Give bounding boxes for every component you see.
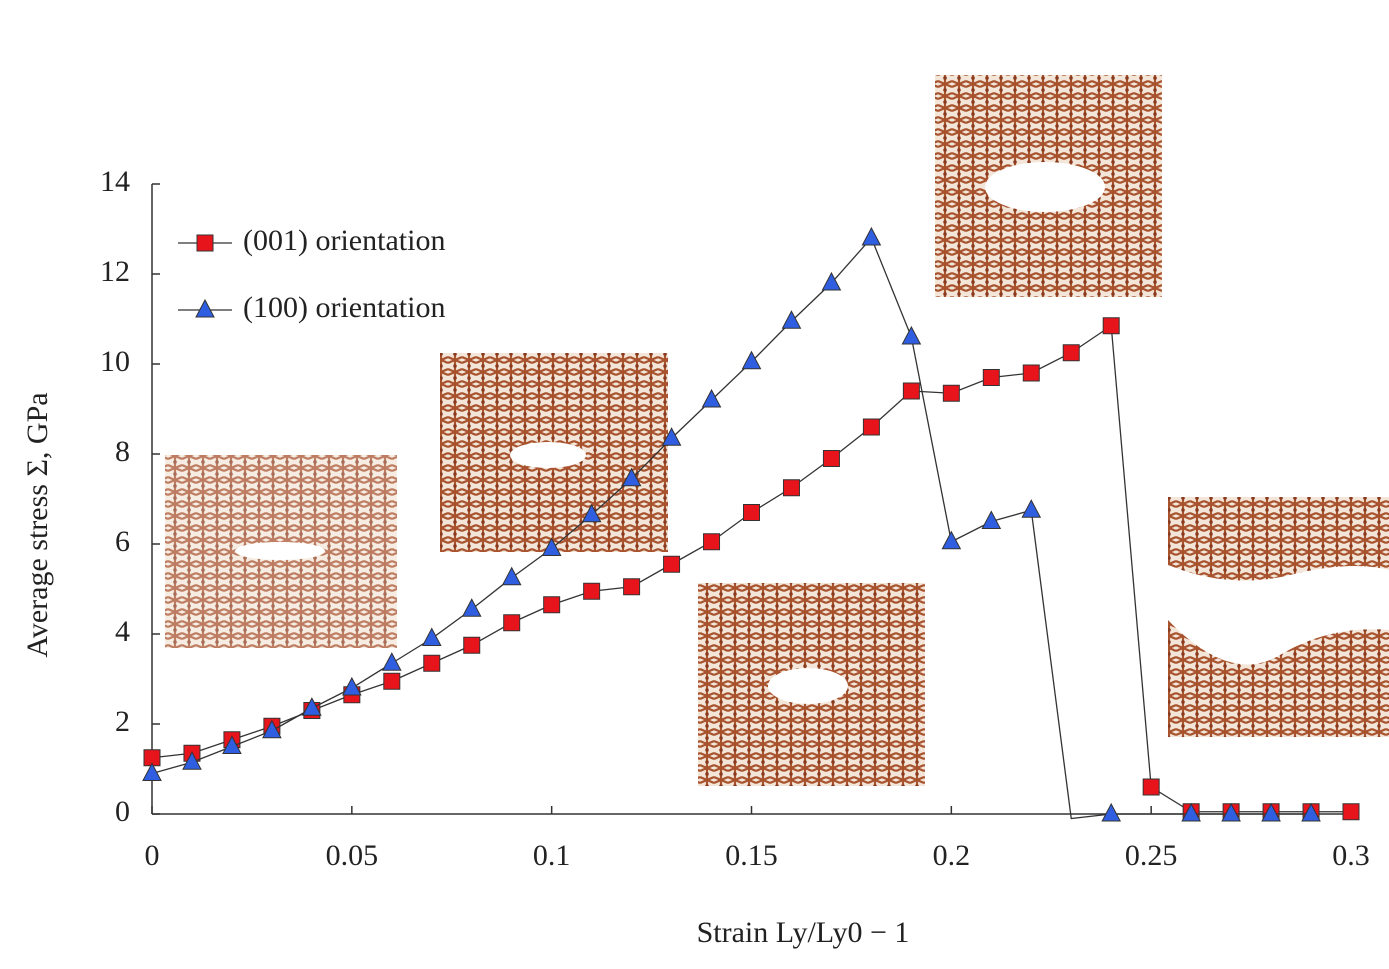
y-tick-label: 4 [115,615,130,648]
marker-triangle [981,510,1002,529]
marker-square [1102,317,1120,335]
marker-triangle [741,350,762,370]
y-tick-label: 12 [100,255,130,288]
marker-triangle [621,467,642,487]
marker-triangle [182,751,202,770]
marker-triangle [421,627,442,646]
marker-square [1342,803,1360,821]
marker-triangle [1021,499,1042,518]
legend-marker [196,234,214,252]
marker-triangle [581,503,602,523]
marker-square [423,654,441,672]
marker-square [383,672,401,690]
marker-triangle [1181,802,1201,822]
marker-square [503,614,521,632]
marker-square [902,382,920,400]
legend-label: (001) orientation [243,224,445,257]
inset-hole [768,668,848,704]
marker-square [982,369,1000,386]
marker-square [743,504,760,521]
x-tick-label: 0.15 [725,839,778,872]
marker-triangle [302,697,322,716]
x-tick-label: 0.2 [933,839,971,872]
marker-square [1022,364,1040,382]
y-tick-label: 2 [115,705,130,738]
marker-triangle [1101,802,1122,822]
legend-marker [195,298,215,318]
marker-square [703,533,721,551]
marker-triangle [381,652,402,671]
legend-label: (100) orientation [243,291,445,324]
marker-square [822,450,840,467]
x-tick-label: 0.25 [1125,839,1178,872]
x-tick-label: 0 [145,839,160,872]
x-tick-label: 0.3 [1332,839,1370,872]
y-tick-label: 8 [115,435,130,468]
marker-triangle [262,719,282,739]
marker-triangle [941,530,962,550]
inset-crack [1168,565,1389,665]
marker-square [1142,778,1160,796]
x-tick-label: 0.05 [326,839,379,872]
y-tick-label: 14 [100,165,130,198]
marker-square [942,384,960,402]
marker-square [1062,344,1080,362]
y-axis-label: Average stress Σ, GPa [21,392,54,657]
marker-triangle [1221,802,1241,822]
inset-hole [510,442,586,468]
marker-triangle [781,310,802,329]
marker-triangle [1301,802,1321,822]
marker-square [782,479,800,497]
x-axis-label: Strain Ly/Ly0 − 1 [697,916,910,949]
marker-square [583,582,601,600]
marker-square [623,578,641,596]
marker-triangle [501,566,522,586]
marker-triangle [342,676,362,696]
marker-triangle [222,735,242,754]
marker-triangle [901,325,922,345]
x-tick-label: 0.1 [533,839,571,872]
marker-triangle [1261,802,1281,822]
marker-triangle [821,271,842,291]
marker-square [543,596,561,614]
marker-triangle [541,537,562,556]
inset-hole [985,162,1105,212]
marker-square [463,636,481,654]
y-tick-label: 0 [115,795,130,828]
y-tick-label: 10 [100,345,130,378]
marker-triangle [701,388,722,408]
inset-hole [235,542,325,560]
marker-square [862,418,880,436]
insets [165,75,1389,786]
marker-triangle [661,427,682,446]
marker-square [663,555,681,573]
marker-triangle [861,226,882,246]
marker-triangle [461,598,482,617]
y-tick-label: 6 [115,525,130,558]
marker-triangle [142,762,162,781]
